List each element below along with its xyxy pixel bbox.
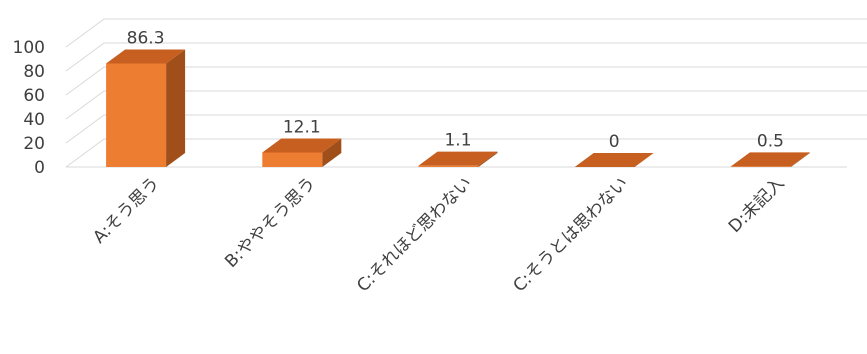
- bar-side-face: [322, 138, 342, 167]
- bar-top-face: [262, 138, 342, 153]
- y-tick-label: 100: [13, 38, 45, 58]
- gridline: [65, 114, 867, 144]
- y-tick-label: 40: [23, 110, 45, 130]
- category-labels: A:そう思う B:ややそう思う C:それほど思わない C:そうとは思わない D:未記入: [89, 173, 788, 296]
- category-label: C:そうとは思わない: [509, 173, 632, 296]
- bar: [730, 152, 810, 167]
- bar-side-face: [478, 151, 498, 167]
- bar-side-face: [790, 152, 810, 167]
- data-label: 1.1: [444, 131, 471, 151]
- category-label: B:ややそう思う: [221, 173, 320, 272]
- gridline: [65, 66, 867, 96]
- gridline: [65, 42, 867, 72]
- bar: [262, 138, 342, 167]
- bar: [574, 153, 654, 167]
- bar: [106, 49, 186, 167]
- bar-top-face: [730, 152, 810, 167]
- category-label: A:そう思う: [89, 173, 163, 247]
- bar-top-face: [418, 151, 498, 166]
- y-axis-ticks: 0 20 40 60 80 100: [13, 38, 45, 178]
- bar-top-face: [106, 49, 186, 64]
- bar-side-face: [166, 49, 186, 167]
- y-tick-label: 80: [23, 62, 45, 82]
- y-tick-label: 20: [23, 134, 45, 154]
- gridline: [65, 18, 867, 48]
- data-labels: 86.3 12.1 1.1 0 0.5: [127, 28, 784, 152]
- bar-front-face: [106, 63, 167, 167]
- data-label: 0.5: [757, 131, 784, 151]
- gridlines: [65, 18, 867, 168]
- bar-front-face: [418, 165, 479, 167]
- bar-front-face: [730, 166, 791, 167]
- data-label: 0: [609, 132, 620, 152]
- bar: [418, 151, 498, 167]
- gridline: [65, 138, 867, 168]
- bar-front-face: [262, 152, 323, 167]
- y-tick-label: 60: [23, 86, 45, 106]
- category-label: D:未記入: [725, 173, 789, 237]
- category-label: C:それほど思わない: [353, 173, 476, 296]
- data-label: 12.1: [283, 117, 321, 137]
- gridline: [65, 90, 867, 120]
- y-tick-label: 0: [34, 158, 45, 178]
- bars: [106, 49, 810, 167]
- bar-top-face: [574, 153, 654, 167]
- data-label: 86.3: [127, 28, 165, 48]
